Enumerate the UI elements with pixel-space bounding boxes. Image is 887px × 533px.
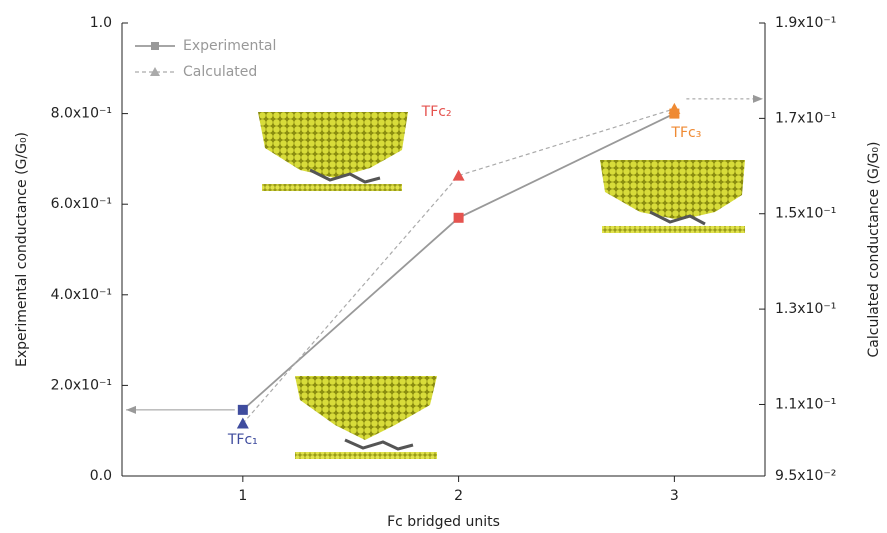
x-tick-label: 3: [670, 488, 679, 504]
y-tick-label: 1.0: [90, 15, 112, 31]
y-axis-label: Experimental conductance (G/G₀): [14, 132, 30, 367]
y-tick-label: 0.0: [90, 468, 112, 484]
annotation: TFc₁: [227, 432, 258, 448]
y2-tick-label: 1.7x10⁻¹: [775, 110, 836, 126]
y2-tick-label: 1.5x10⁻¹: [775, 206, 836, 222]
x-axis-label: Fc bridged units: [387, 514, 500, 530]
legend-marker: [151, 42, 159, 50]
data-point: [453, 212, 464, 223]
molecule-image: [258, 112, 408, 191]
x-tick-label: 1: [238, 488, 247, 504]
y2-tick-label: 9.5x10⁻²: [775, 468, 836, 484]
y2-tick-label: 1.1x10⁻¹: [775, 396, 836, 412]
y2-tick-label: 1.3x10⁻¹: [775, 301, 836, 317]
x-tick-label: 2: [454, 488, 463, 504]
y-tick-label: 6.0x10⁻¹: [51, 196, 112, 212]
legend-marker: [150, 67, 160, 76]
y2-tick-label: 1.9x10⁻¹: [775, 15, 836, 31]
annotation: TFc₂: [421, 104, 452, 120]
data-point: [236, 417, 249, 429]
y2-axis-label: Calculated conductance (G/G₀): [866, 142, 882, 358]
pointer-arrowhead: [126, 405, 136, 414]
legend: Experimental Calculated: [135, 38, 276, 80]
y-tick-label: 8.0x10⁻¹: [51, 106, 112, 122]
legend-label: Calculated: [183, 64, 257, 80]
legend-label: Experimental: [183, 38, 276, 54]
pointer-arrowhead: [753, 94, 763, 103]
molecule-image: [295, 376, 437, 459]
y-tick-label: 4.0x10⁻¹: [51, 287, 112, 303]
data-point: [237, 404, 248, 415]
y-tick-label: 2.0x10⁻¹: [51, 377, 112, 393]
data-point: [452, 169, 465, 181]
molecule-image: [600, 160, 745, 233]
series-line: [242, 108, 675, 424]
annotation: TFc₃: [670, 125, 701, 141]
data-point: [668, 102, 681, 114]
